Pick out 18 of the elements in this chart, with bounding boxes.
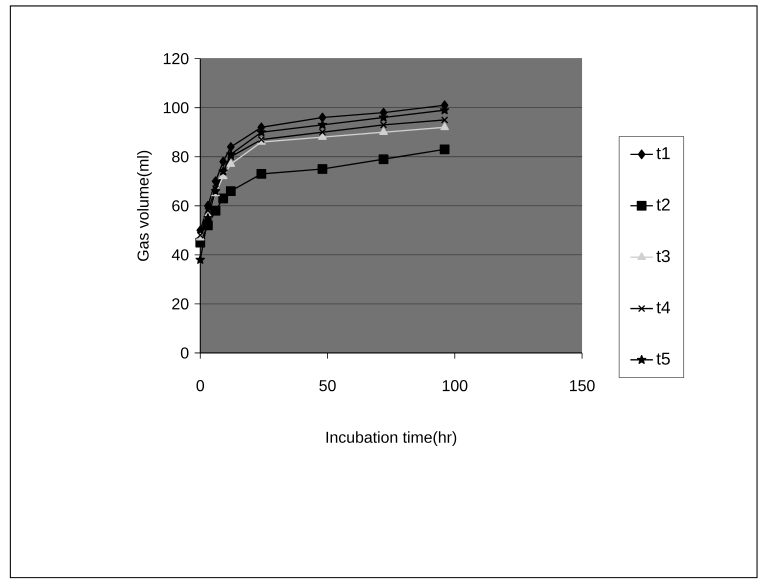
legend-label: t2 (656, 198, 670, 211)
y-axis-title: Gas volume(ml) (137, 151, 152, 262)
legend-label: t4 (656, 302, 670, 314)
legend-label: t3 (656, 250, 670, 262)
y-tick-label: 0 (180, 348, 188, 359)
legend-label: t5 (656, 352, 670, 365)
y-tick-label: 40 (172, 249, 188, 261)
x-axis-title: Incubation time(hr) (326, 431, 456, 446)
y-tick-label: 60 (172, 200, 188, 212)
x-tick-label: 150 (570, 380, 595, 392)
y-tick-label: 20 (172, 298, 188, 310)
x-tick-label: 50 (319, 380, 336, 392)
x-tick-label: 0 (196, 380, 204, 392)
y-tick-label: 80 (172, 151, 188, 163)
x-tick-label: 100 (442, 380, 468, 392)
legend-label: t1 (656, 147, 670, 160)
y-tick-label: 120 (164, 53, 188, 64)
y-tick-label: 100 (164, 102, 188, 114)
